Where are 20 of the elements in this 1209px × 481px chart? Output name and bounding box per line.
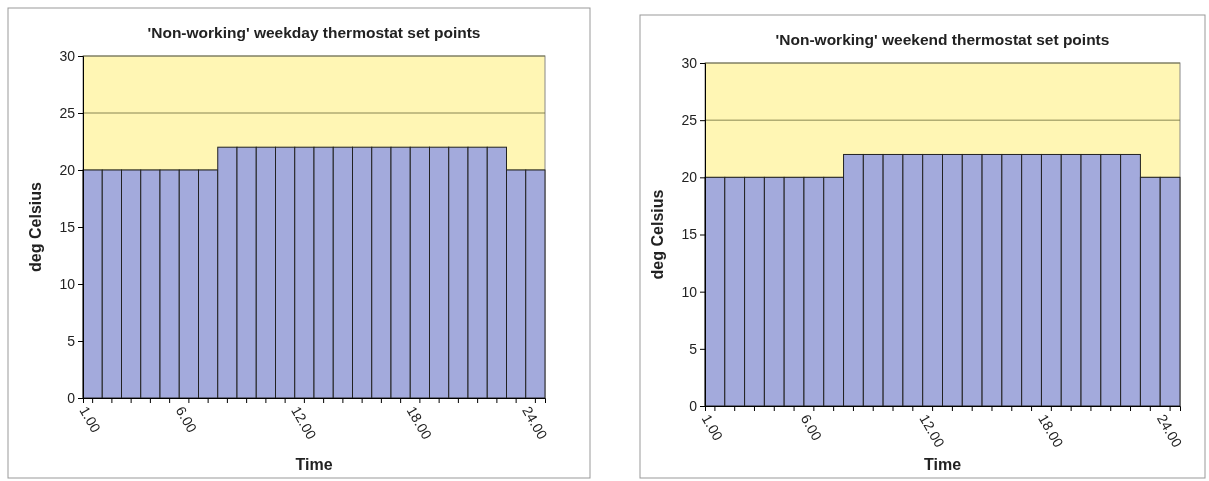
x-axis-title: Time — [923, 456, 962, 473]
y-tick-label: 20 — [681, 169, 698, 186]
y-tick-label: 30 — [681, 54, 698, 71]
y-tick-label: 5 — [689, 340, 698, 357]
y-tick-label: 20 — [59, 161, 76, 178]
y-tick-label: 10 — [681, 283, 698, 300]
y-tick-label: 0 — [67, 389, 76, 406]
y-tick-label: 30 — [59, 47, 76, 64]
chart-title: 'Non-working' weekday thermostat set points — [147, 24, 481, 41]
y-axis-title: deg Celsius — [649, 189, 666, 280]
y-tick-label: 25 — [59, 104, 76, 121]
y-tick-label: 25 — [681, 112, 698, 129]
y-tick-label: 5 — [67, 332, 76, 349]
y-tick-label: 0 — [689, 397, 698, 414]
y-tick-label: 15 — [681, 226, 698, 243]
y-axis-title: deg Celsius — [27, 182, 44, 272]
x-axis-title: Time — [295, 456, 333, 473]
y-tick-label: 15 — [59, 218, 76, 235]
chart-title: 'Non-working' weekend thermostat set points — [775, 31, 1110, 48]
y-tick-label: 10 — [59, 275, 76, 292]
